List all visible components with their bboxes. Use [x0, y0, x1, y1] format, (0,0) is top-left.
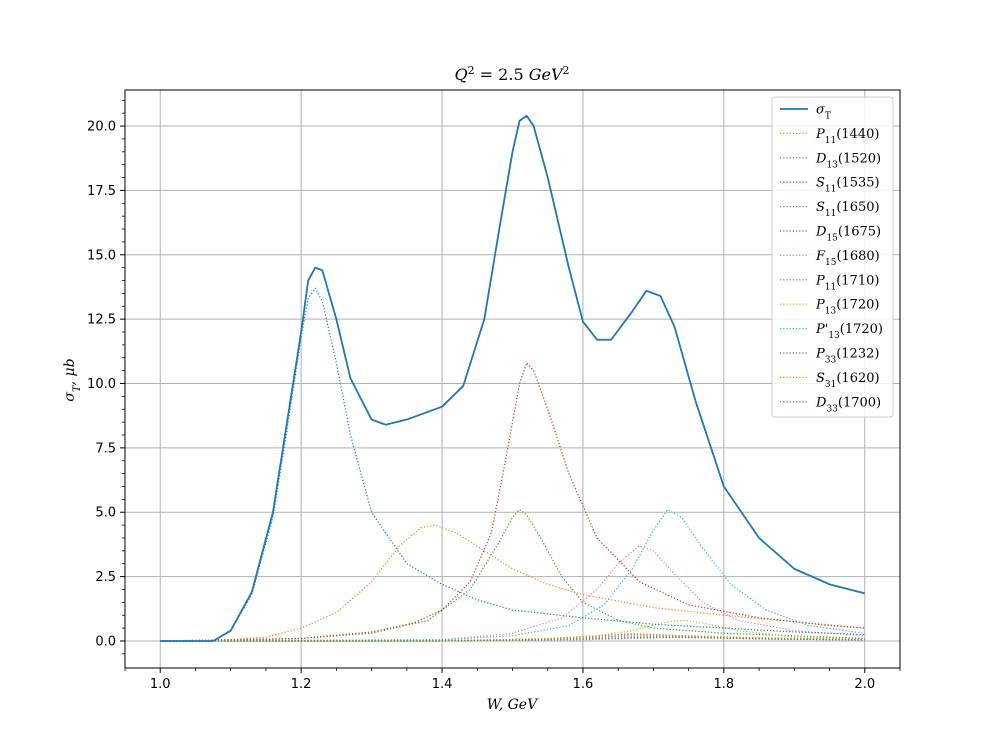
axis-ticks: 1.0 1.2 1.4 1.6 1.8 2.0 0.0 2.5 5.0 7.5 10.0 12.5 15… — [87, 99, 901, 692]
series-line-10 — [160, 287, 865, 642]
legend-label-4: S11(1650) — [816, 200, 880, 219]
x-tick-label: 2.0 — [854, 677, 875, 692]
legend-label-7: P11(1710) — [815, 273, 879, 292]
y-axis-label: σT, μb — [62, 358, 83, 401]
y-tick-label: 10.0 — [87, 377, 116, 392]
series-layer — [160, 114, 865, 642]
legend-label-1: P11(1440) — [815, 127, 879, 146]
y-tick-label: 0.0 — [95, 634, 116, 649]
legend-label-2: D13(1520) — [815, 151, 881, 170]
legend-label-0: σT — [816, 103, 831, 122]
x-tick-label: 1.0 — [150, 677, 171, 692]
legend-label-6: F15(1680) — [815, 249, 880, 268]
legend-box — [771, 96, 894, 418]
series-line-2 — [160, 509, 865, 642]
x-tick-label: 1.8 — [714, 677, 735, 692]
y-tick-label: 17.5 — [87, 184, 116, 199]
legend-label-10: P33(1232) — [815, 347, 879, 366]
y-tick-label: 2.5 — [95, 570, 116, 585]
series-line-9 — [160, 509, 865, 642]
y-tick-label: 5.0 — [95, 506, 116, 521]
chart-title: Q2 = 2.5 GeV2 — [454, 64, 569, 85]
series-line-4 — [160, 635, 865, 642]
x-tick-label: 1.6 — [573, 677, 594, 692]
legend-label-12: D33(1700) — [815, 395, 881, 414]
grid — [125, 90, 900, 668]
series-line-0 — [160, 114, 865, 642]
y-tick-label: 12.5 — [87, 313, 116, 328]
y-tick-label: 7.5 — [95, 441, 116, 456]
y-tick-label: 15.0 — [87, 248, 116, 263]
legend: σT P11(1440) D13(1520) S11(1535) S11(1650) D1… — [771, 96, 894, 418]
series-line-6 — [160, 545, 865, 642]
y-tick-label: 20.0 — [87, 120, 116, 135]
legend-label-8: P13(1720) — [815, 298, 879, 317]
x-tick-label: 1.2 — [291, 677, 312, 692]
x-axis-label: W, GeV — [487, 697, 539, 713]
legend-label-9: P'13(1720) — [815, 322, 883, 341]
series-line-11 — [160, 633, 865, 642]
legend-label-11: S31(1620) — [816, 371, 880, 390]
legend-label-5: D15(1675) — [815, 225, 881, 244]
x-tick-label: 1.4 — [432, 677, 453, 692]
legend-label-3: S11(1535) — [816, 176, 880, 195]
series-line-3 — [160, 362, 865, 642]
series-line-1 — [160, 524, 865, 642]
